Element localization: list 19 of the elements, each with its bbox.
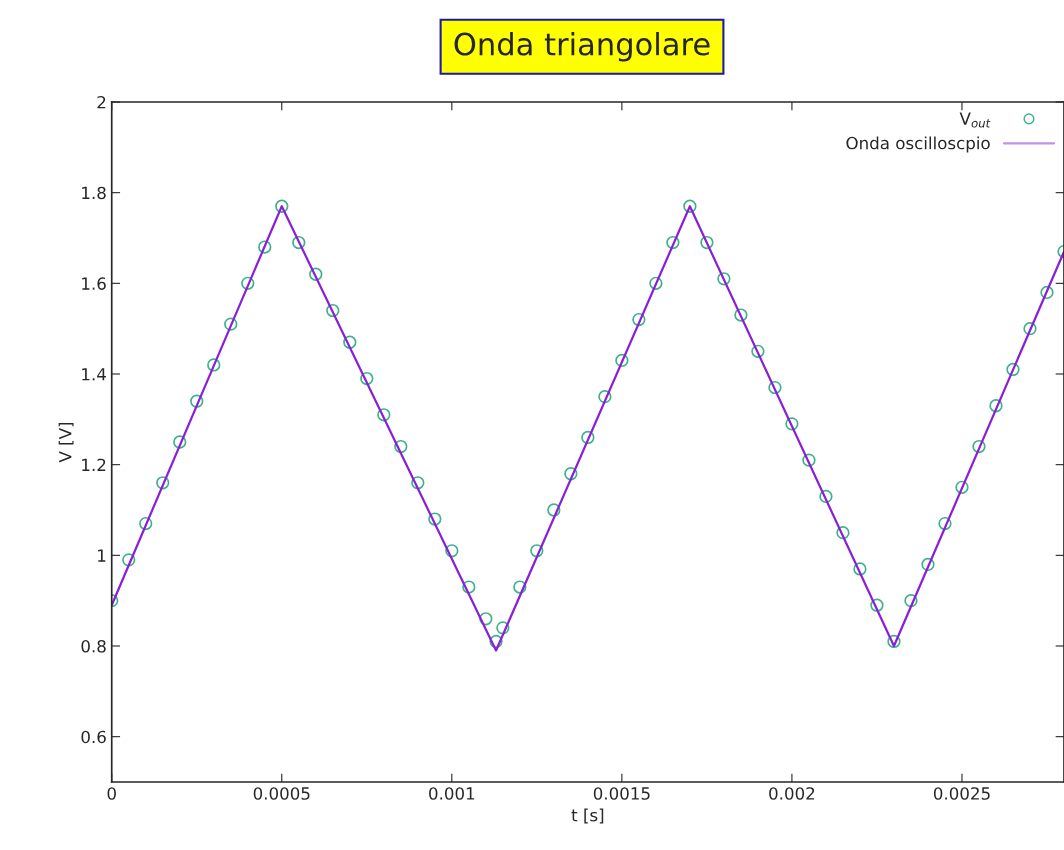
- x-tick-label: 0.0025: [933, 787, 990, 800]
- y-tick-label: 1.2: [82, 458, 106, 471]
- y-tick-label: 1.4: [82, 368, 106, 381]
- legend-label: V$_{out}$: [959, 112, 991, 128]
- x-tick-label: 0.002: [769, 787, 815, 800]
- y-tick-label: 2: [97, 95, 106, 109]
- y-tick-label: 0.6: [81, 730, 106, 744]
- y-axis-title: V [V]: [58, 422, 74, 463]
- x-tick-label: 0.0015: [593, 787, 650, 800]
- y-tick-label: 1.8: [82, 186, 106, 200]
- y-tick-label: 1: [98, 549, 106, 562]
- x-tick-label: 0: [107, 787, 116, 800]
- x-tick-label: 0.0005: [253, 787, 310, 800]
- x-tick-label: 0.001: [429, 787, 475, 800]
- y-tick-label: 0.8: [81, 639, 106, 653]
- chart-title: Onda triangolare: [454, 31, 710, 62]
- x-axis-title: t [s]: [571, 808, 604, 824]
- y-tick-label: 1.6: [82, 277, 106, 290]
- legend-label: Onda oscilloscpio: [846, 136, 990, 153]
